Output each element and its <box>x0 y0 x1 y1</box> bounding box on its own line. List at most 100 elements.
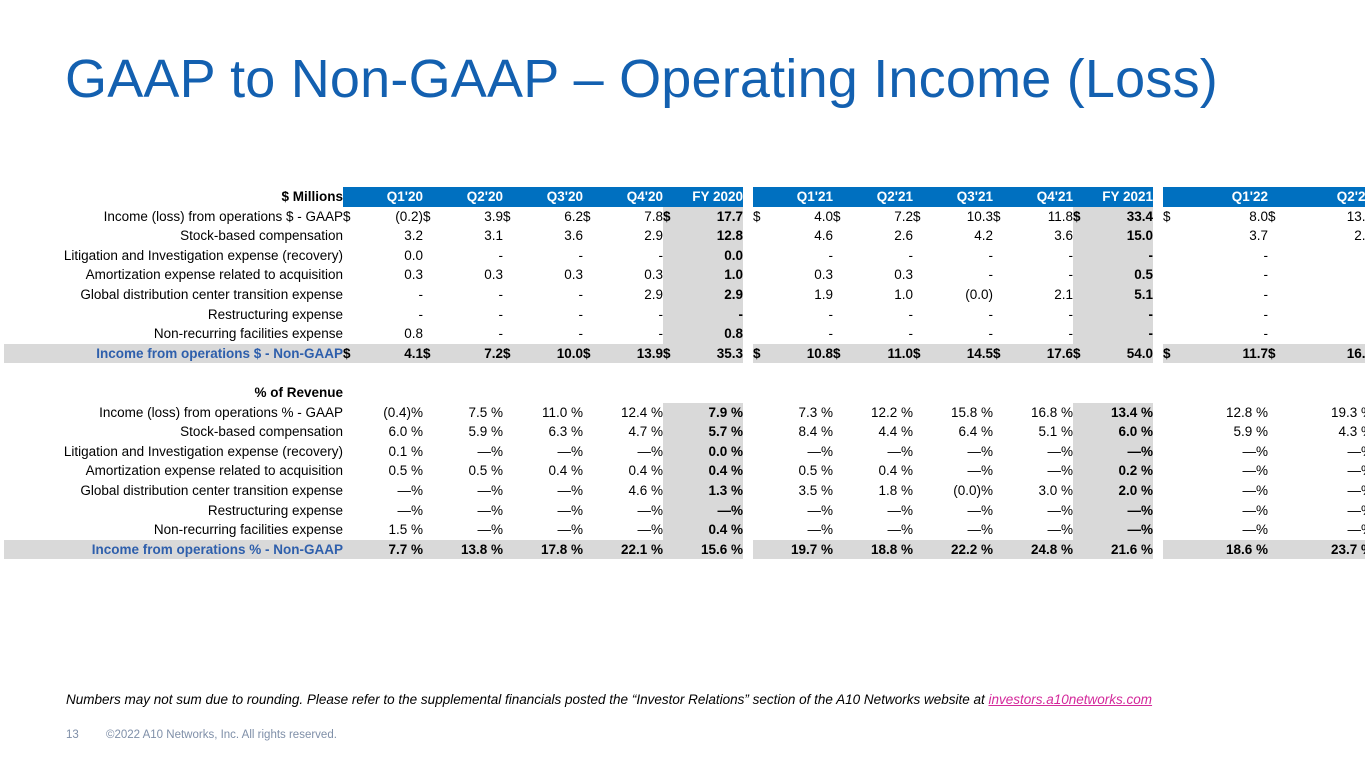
column-gap <box>1153 520 1163 540</box>
value-cell: - <box>828 326 834 342</box>
value-cell: 3.2 <box>404 228 423 244</box>
value-cell: 17.8 % <box>503 539 583 560</box>
value-cell: - <box>1068 326 1074 342</box>
value-cell: - <box>682 304 744 325</box>
value-cell: —% <box>1347 482 1365 498</box>
empty-cell <box>913 265 932 285</box>
value-cell: —% <box>1047 502 1074 518</box>
value-cell: 7.8 <box>644 208 663 224</box>
empty-cell <box>913 226 932 246</box>
empty-cell <box>503 226 522 246</box>
value-cell: 5.9 % <box>1233 424 1269 440</box>
value-cell: —% <box>1073 520 1154 540</box>
empty-cell <box>503 305 522 325</box>
currency-symbol: $ <box>753 343 773 364</box>
value-cell: 2.9 <box>682 284 744 305</box>
value-cell: 7.2 <box>894 208 914 224</box>
table-row: Amortization expense related to acquisit… <box>4 265 1365 285</box>
page-number: 13 <box>66 729 79 741</box>
value-cell: - <box>658 247 664 263</box>
value-cell: —% <box>1073 441 1154 462</box>
column-gap <box>743 481 753 501</box>
value-cell: —% <box>807 502 834 518</box>
value-cell: 10.0 <box>522 343 583 364</box>
row-label: Non-recurring facilities expense <box>153 522 343 538</box>
value-cell: —% <box>1347 502 1365 518</box>
value-cell: 4.7 % <box>628 424 663 440</box>
value-cell: 0.3 <box>894 267 914 283</box>
value-cell: 16.1 <box>1287 343 1365 364</box>
column-gap <box>1153 265 1163 285</box>
value-cell: 8.0 <box>1249 208 1269 224</box>
currency-symbol: $ <box>1268 208 1276 224</box>
value-cell: - <box>908 326 914 342</box>
empty-cell <box>503 265 522 285</box>
value-cell: 5.1 % <box>1038 424 1074 440</box>
empty-cell <box>833 324 852 344</box>
currency-symbol: $ <box>913 343 933 364</box>
value-cell: 2.9 <box>1354 228 1365 244</box>
empty-cell <box>423 324 442 344</box>
empty-cell <box>993 226 1012 246</box>
value-cell: 11.0 <box>852 343 914 364</box>
value-cell: —% <box>1242 482 1269 498</box>
value-cell: —% <box>1073 500 1154 521</box>
value-cell: (0.4)% <box>383 404 423 420</box>
empty-cell <box>753 285 772 305</box>
currency-symbol: $ <box>663 343 682 364</box>
value-cell: - <box>1287 285 1365 305</box>
value-cell: - <box>658 326 664 342</box>
column-gap <box>1153 324 1163 344</box>
column-gap <box>1153 461 1163 481</box>
empty-cell <box>663 284 682 305</box>
column-gap <box>743 305 753 325</box>
value-cell: - <box>1287 324 1365 344</box>
value-cell: 3.7 <box>1249 228 1269 244</box>
value-cell: —% <box>557 482 583 498</box>
column-gap <box>743 246 753 266</box>
investor-relations-link[interactable]: investors.a10networks.com <box>988 692 1153 707</box>
currency-symbol: $ <box>1073 206 1093 227</box>
value-cell: (0.0)% <box>953 482 994 498</box>
value-cell: - <box>498 306 504 322</box>
value-cell: 11.7 <box>1182 343 1269 364</box>
column-gap <box>743 540 753 560</box>
currency-symbol: $ <box>663 206 682 227</box>
value-cell: 0.4 % <box>548 463 583 479</box>
value-cell: 4.0 <box>814 208 834 224</box>
value-cell: - <box>828 247 834 263</box>
value-cell: 0.3 <box>814 267 834 283</box>
column-gap <box>1153 422 1163 442</box>
currency-symbol: $ <box>503 343 522 364</box>
value-cell: - <box>1068 247 1074 263</box>
column-gap <box>1153 481 1163 501</box>
empty-cell <box>1163 265 1182 285</box>
value-cell: —% <box>397 482 423 498</box>
period-header: FY 2021 <box>1073 187 1154 207</box>
value-cell: 7.7 % <box>343 539 423 560</box>
currency-symbol: $ <box>1163 343 1183 364</box>
value-cell: —% <box>557 502 583 518</box>
value-cell: 0.8 <box>682 324 744 344</box>
value-cell: 33.4 <box>1092 206 1154 227</box>
value-cell: —% <box>1347 443 1365 459</box>
period-header: Q1'21 <box>753 187 834 207</box>
column-gap <box>743 285 753 305</box>
empty-cell <box>1163 285 1182 305</box>
row-label: Restructuring expense <box>207 306 343 322</box>
value-cell: 0.1 % <box>388 443 423 459</box>
value-cell: 1.8 % <box>878 482 914 498</box>
empty-cell <box>423 285 442 305</box>
value-cell: —% <box>663 500 744 521</box>
value-cell: 15.6 % <box>663 539 744 560</box>
value-cell: 7.5 % <box>468 404 503 420</box>
value-cell: 4.4 % <box>878 424 914 440</box>
empty-cell <box>583 285 602 305</box>
empty-cell <box>753 246 772 266</box>
currency-symbol: $ <box>583 208 591 224</box>
empty-cell <box>753 305 772 325</box>
value-cell: —% <box>637 502 663 518</box>
slide-title: GAAP to Non-GAAP – Operating Income (Los… <box>65 49 1218 109</box>
value-cell: 0.2 % <box>1073 461 1154 481</box>
currency-symbol: $ <box>423 208 431 224</box>
